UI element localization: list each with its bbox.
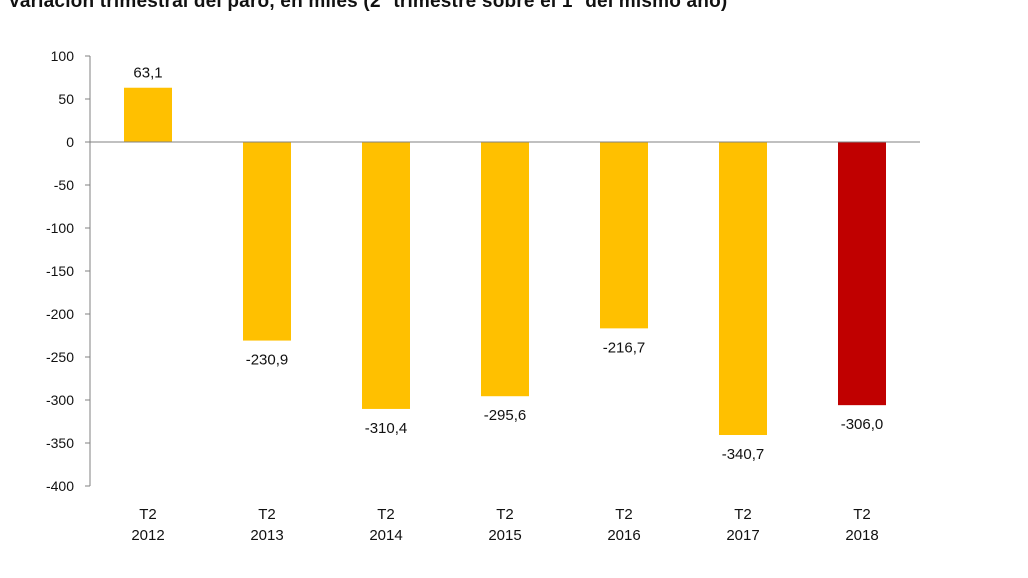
- chart-title: Variación trimestral del paro, en miles …: [8, 0, 728, 12]
- y-tick-label: -400: [46, 478, 74, 494]
- x-category-label-line1: T2: [258, 506, 276, 523]
- bar: [838, 142, 886, 406]
- x-category-label-line2: 2014: [369, 527, 402, 544]
- y-tick-label: -250: [46, 349, 74, 365]
- data-label: -310,4: [365, 420, 408, 437]
- y-tick-label: -150: [46, 263, 74, 279]
- y-tick-label: -50: [54, 177, 74, 193]
- x-category-label-line1: T2: [139, 506, 157, 523]
- bar: [481, 142, 529, 397]
- y-tick-label: 0: [66, 134, 74, 150]
- data-label: -306,0: [841, 416, 884, 433]
- y-tick-label: 100: [51, 48, 75, 64]
- bar: [243, 142, 291, 341]
- x-category-label-line1: T2: [853, 506, 871, 523]
- data-label: -216,7: [603, 339, 646, 356]
- x-category-label-line2: 2012: [131, 527, 164, 544]
- x-category-label-line2: 2013: [250, 527, 283, 544]
- bar: [719, 142, 767, 436]
- data-label: -295,6: [484, 407, 527, 424]
- x-category-label-line2: 2015: [488, 527, 521, 544]
- bar: [362, 142, 410, 409]
- data-label: -340,7: [722, 446, 765, 463]
- x-category-label-line1: T2: [615, 506, 633, 523]
- x-category-label-line2: 2018: [845, 527, 878, 544]
- y-tick-label: -100: [46, 220, 74, 236]
- bar: [124, 87, 172, 142]
- data-label: -230,9: [246, 352, 289, 369]
- y-tick-label: -350: [46, 435, 74, 451]
- x-category-label-line1: T2: [734, 506, 752, 523]
- x-category-label-line2: 2016: [607, 527, 640, 544]
- bar: [600, 142, 648, 329]
- y-tick-label: 50: [58, 91, 74, 107]
- x-category-label-line1: T2: [496, 506, 514, 523]
- x-category-label-line2: 2017: [726, 527, 759, 544]
- x-category-label-line1: T2: [377, 506, 395, 523]
- data-label: 63,1: [133, 65, 162, 82]
- y-tick-label: -300: [46, 392, 74, 408]
- y-tick-label: -200: [46, 306, 74, 322]
